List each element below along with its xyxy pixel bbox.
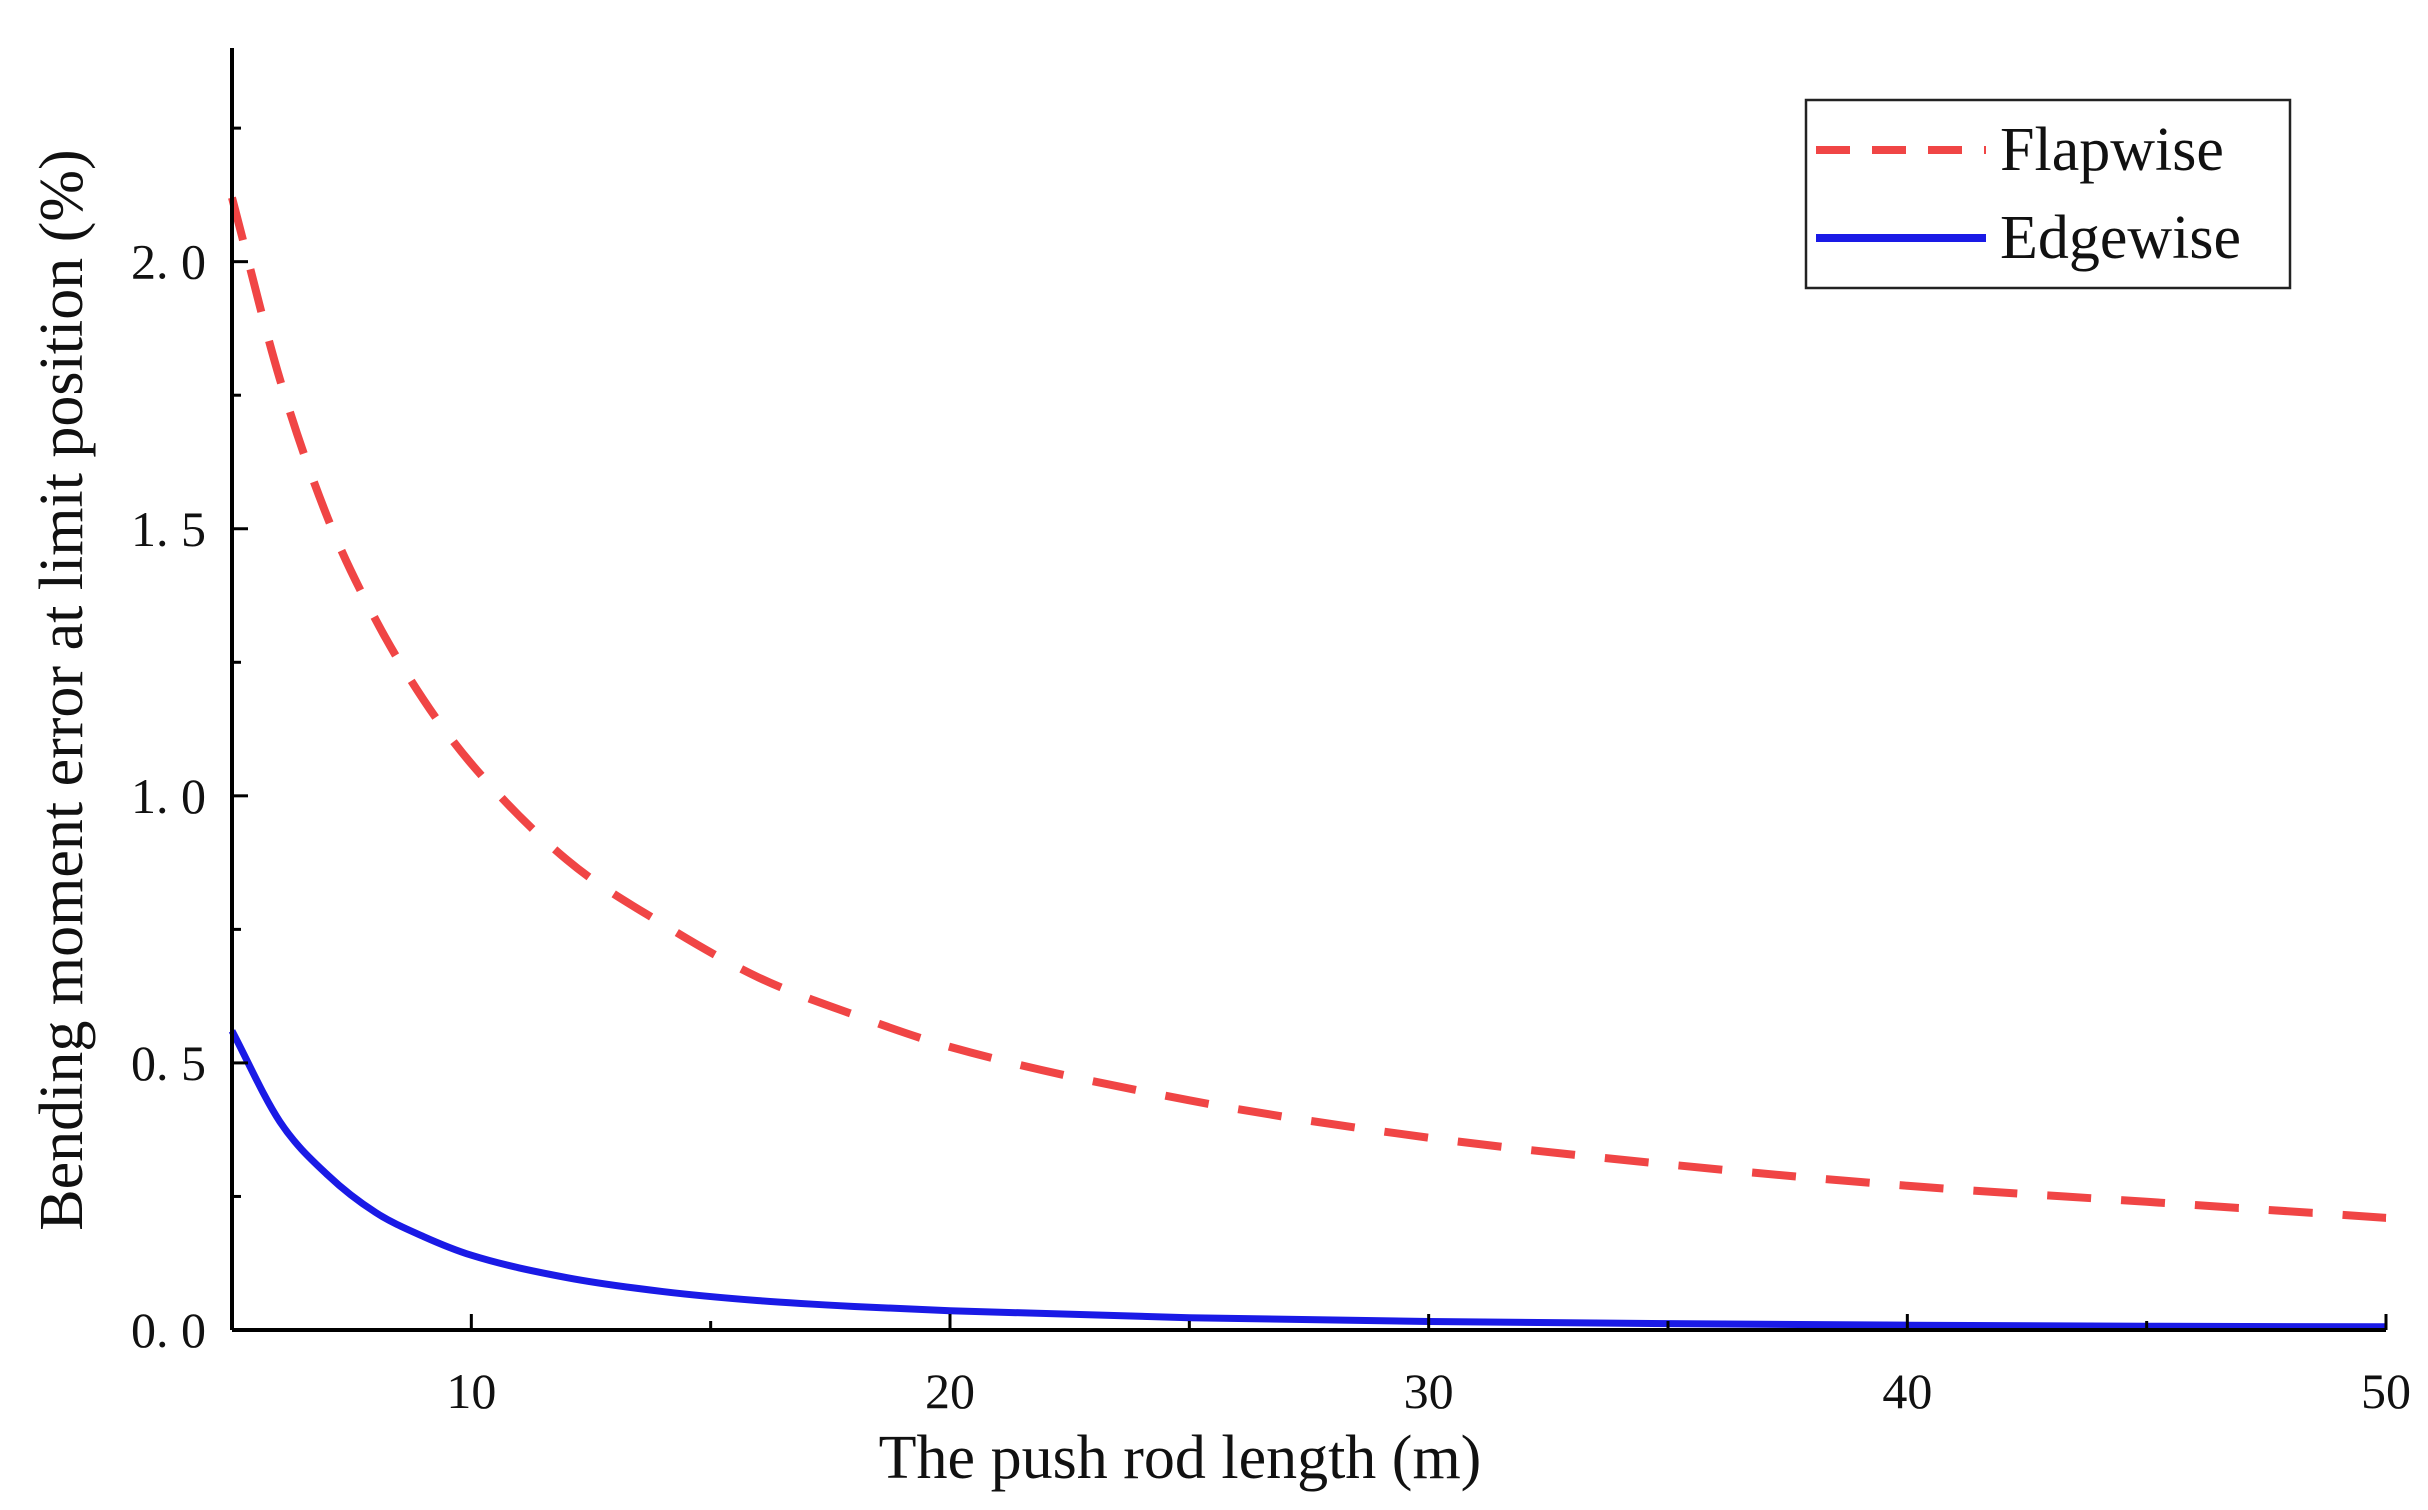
x-axis-title: The push rod length (m)	[879, 1424, 1482, 1492]
x-tick-label: 50	[2361, 1363, 2411, 1419]
x-tick-label: 30	[1404, 1363, 1454, 1419]
x-tick-label: 40	[1882, 1363, 1932, 1419]
legend-box	[1804, 98, 2292, 290]
legend: Flapwise Edgewise	[1804, 98, 2292, 290]
x-tick-label: 10	[446, 1363, 496, 1419]
y-axis-title: Bending moment error at limit position (…	[28, 149, 96, 1230]
plot-lines	[228, 196, 2387, 1331]
legend-flapwise-label: Flapwise	[2000, 116, 2224, 184]
legend-edgewise-label: Edgewise	[2000, 204, 2241, 272]
y-tick-label: 0. 5	[131, 1035, 206, 1091]
x-tick-label: 20	[925, 1363, 975, 1419]
y-tick-label: 2. 0	[131, 234, 206, 290]
y-tick-label: 0. 0	[131, 1302, 206, 1358]
series-line-flapwise	[228, 196, 2387, 1222]
y-tick-label: 1. 0	[131, 768, 206, 824]
y-tick-label: 1. 5	[131, 501, 206, 557]
tick-labels: 10 20 30 40 50 0. 0 0. 5 1. 0 1. 5 2. 0	[131, 234, 2411, 1419]
ticks	[230, 126, 2388, 1330]
series-line-edgewise	[228, 1029, 2387, 1331]
